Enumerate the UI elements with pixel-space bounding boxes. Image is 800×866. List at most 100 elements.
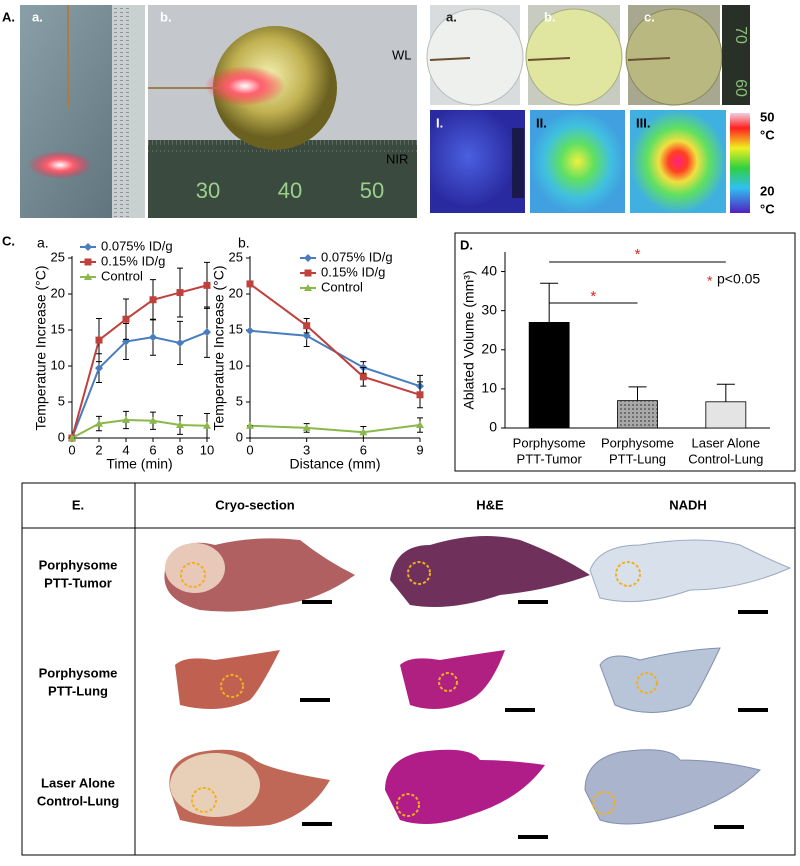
note-symbol: * bbox=[707, 273, 713, 289]
panel-b: B. WL NIR 70 60 a. b. c. I. II. III. 50 … bbox=[386, 5, 775, 216]
tumor bbox=[170, 753, 260, 817]
laser-spot bbox=[28, 151, 92, 179]
photo-label: II. bbox=[536, 115, 547, 130]
table-label: E. bbox=[72, 497, 84, 512]
x-tick-label: 6 bbox=[149, 442, 156, 457]
photo-label: III. bbox=[636, 115, 650, 130]
y-tick-label: 10 bbox=[481, 380, 497, 396]
marker bbox=[416, 421, 424, 429]
y-tick-label: 5 bbox=[58, 393, 65, 408]
legend-marker bbox=[84, 243, 92, 251]
note-text: p<0.05 bbox=[717, 271, 760, 287]
panel-e: E. bbox=[21, 482, 796, 856]
series-line bbox=[71, 284, 208, 439]
x-tick-label: PTT-Lung bbox=[609, 451, 666, 466]
x-tick-label: 4 bbox=[122, 442, 129, 457]
row-header: PTT-Tumor bbox=[44, 575, 112, 590]
photo-label: a. bbox=[32, 9, 43, 24]
y-axis-label: Temperature Increase (°C) bbox=[33, 265, 49, 430]
panel-label: A. bbox=[2, 9, 15, 24]
y-tick-label: 10 bbox=[229, 357, 243, 372]
series-line bbox=[71, 331, 208, 439]
phantom bbox=[426, 8, 524, 106]
photo-label: I. bbox=[436, 115, 443, 130]
thermal-edge bbox=[512, 128, 524, 198]
legend-marker bbox=[304, 284, 312, 291]
series-line bbox=[71, 418, 208, 439]
y-tick-label: 20 bbox=[229, 285, 243, 300]
x-tick-label: 0 bbox=[68, 442, 75, 457]
y-tick-label: 25 bbox=[229, 249, 243, 264]
x-tick-label: 8 bbox=[176, 442, 183, 457]
x-tick-label: 2 bbox=[95, 442, 102, 457]
phantom bbox=[625, 8, 723, 106]
significance-mark: * bbox=[635, 246, 641, 263]
marker bbox=[122, 315, 130, 323]
colorbar-unit: °C bbox=[760, 127, 775, 142]
marker bbox=[416, 391, 424, 399]
y-tick-label: 20 bbox=[51, 285, 65, 300]
x-tick-label: Porphysome bbox=[513, 435, 586, 450]
marker bbox=[68, 434, 76, 441]
laser-spot bbox=[205, 66, 285, 106]
tissue bbox=[385, 749, 545, 824]
legend-label: Control bbox=[321, 279, 363, 294]
marker bbox=[359, 373, 367, 381]
x-axis-label: Time (min) bbox=[106, 456, 172, 472]
y-tick-label: 10 bbox=[51, 357, 65, 372]
marker bbox=[302, 423, 311, 431]
y-axis-label: Ablated Volume (mm³) bbox=[461, 270, 477, 409]
marker bbox=[176, 338, 184, 347]
legend-label: 0.15% ID/g bbox=[101, 253, 165, 268]
legend-label: 0.15% ID/g bbox=[321, 264, 385, 279]
marker bbox=[203, 421, 211, 429]
tissue bbox=[175, 650, 280, 709]
thermal-image bbox=[530, 110, 625, 213]
photo-label: b. bbox=[544, 9, 556, 24]
scale-bars bbox=[300, 600, 768, 839]
bar bbox=[528, 321, 570, 429]
legend-label: 0.075% ID/g bbox=[101, 238, 173, 253]
marker bbox=[203, 281, 211, 289]
significance-mark: * bbox=[590, 288, 596, 305]
x-tick-label: 3 bbox=[303, 442, 310, 457]
ruler-label: 40 bbox=[278, 178, 302, 203]
tissue bbox=[390, 536, 590, 608]
marker bbox=[95, 419, 103, 427]
y-tick-label: 40 bbox=[481, 262, 497, 278]
x-tick-label: 9 bbox=[416, 442, 423, 457]
row-header: Laser Alone bbox=[41, 775, 115, 790]
series-line bbox=[249, 283, 421, 396]
x-tick-label: 10 bbox=[200, 442, 214, 457]
column-header: NADH bbox=[669, 497, 707, 512]
x-tick-label: 6 bbox=[360, 442, 367, 457]
legend-marker bbox=[304, 254, 312, 262]
needle bbox=[627, 57, 671, 61]
y-tick-label: 30 bbox=[481, 301, 497, 317]
marker bbox=[359, 428, 368, 436]
x-tick-label: Laser Alone bbox=[691, 435, 760, 450]
row-label: NIR bbox=[386, 151, 408, 166]
series-line bbox=[249, 329, 421, 388]
series-line bbox=[249, 424, 421, 434]
marker bbox=[95, 336, 103, 344]
panel-label: D. bbox=[460, 237, 473, 252]
row-header: Porphysome bbox=[39, 557, 118, 572]
marker bbox=[176, 421, 184, 429]
row-header: Control-Lung bbox=[37, 793, 119, 808]
ruler-label: 60 bbox=[732, 79, 749, 97]
table-frame bbox=[21, 482, 796, 856]
row-header: PTT-Lung bbox=[48, 683, 108, 698]
chart-label: a. bbox=[37, 235, 49, 251]
marker bbox=[176, 289, 184, 297]
legend-marker bbox=[84, 273, 92, 280]
legend-label: Control bbox=[101, 268, 143, 283]
marker bbox=[303, 322, 311, 330]
panel-label: C. bbox=[2, 233, 15, 248]
marker bbox=[95, 364, 103, 373]
y-axis-label: Temperature Increase (°C) bbox=[211, 265, 227, 430]
photo-label: b. bbox=[160, 9, 172, 24]
colorbar bbox=[730, 113, 750, 213]
y-tick-label: 0 bbox=[58, 429, 65, 444]
